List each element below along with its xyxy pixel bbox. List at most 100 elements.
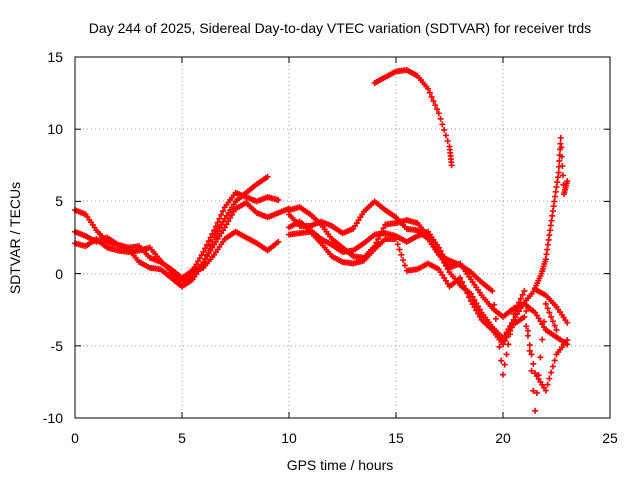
data-point-series-8 (526, 347, 533, 354)
data-point-series-8 (507, 331, 514, 338)
data-point-series-2 (212, 223, 219, 230)
data-point-series-2 (216, 215, 223, 222)
data-point-series-2 (209, 230, 216, 237)
data-point-series-7 (467, 298, 474, 305)
x-tick-label-25: 25 (602, 430, 618, 446)
data-point-series-9 (442, 132, 449, 139)
data-point-series-7 (460, 282, 467, 289)
data-point-series-7 (501, 337, 508, 344)
data-point-series-8 (492, 315, 499, 322)
x-tick-label-10: 10 (281, 430, 297, 446)
y-tick-label-minus5: -5 (51, 338, 64, 354)
data-point-series-10 (557, 134, 564, 141)
data-point-series-7 (473, 307, 480, 314)
data-point-series-8 (524, 327, 531, 334)
data-point-series-7 (476, 313, 483, 320)
data-point-series-10 (559, 172, 566, 179)
data-point-series-8 (541, 318, 548, 325)
data-point-series-7 (548, 369, 555, 376)
data-point-series-9 (441, 126, 448, 133)
data-point-series-9 (444, 137, 451, 144)
data-point-series-8 (523, 307, 530, 314)
data-point-series-7 (457, 274, 464, 281)
data-point-series-2 (220, 208, 227, 215)
data-point-series-8 (535, 372, 542, 379)
data-point-series-8 (519, 291, 526, 298)
data-point-series-2 (203, 241, 210, 248)
data-point-series-7 (394, 241, 401, 248)
data-point-series-10 (555, 169, 562, 176)
data-point-series-8 (548, 313, 555, 320)
data-point-series-8 (553, 326, 560, 333)
data-point-series-7 (398, 251, 405, 258)
data-point-series-7 (564, 337, 571, 344)
data-point-series-2 (211, 227, 218, 234)
data-point-series-6 (475, 303, 482, 310)
data-point-series-2 (214, 219, 221, 226)
x-tick-label-0: 0 (71, 430, 79, 446)
y-tick-label-5: 5 (55, 193, 63, 209)
data-point-series-6 (473, 300, 480, 307)
data-point-series-1 (264, 173, 271, 180)
data-point-series-7 (546, 375, 553, 382)
data-point-series-7 (475, 310, 482, 317)
data-point-series-9 (425, 85, 432, 92)
data-point-series-4 (275, 238, 282, 245)
data-point-series-3 (221, 224, 228, 231)
data-point-series-8 (546, 309, 553, 316)
data-point-series-6 (476, 306, 483, 313)
data-point-series-1 (220, 218, 227, 225)
y-tick-label-15: 15 (47, 49, 63, 65)
data-point-series-8 (500, 371, 506, 378)
data-point-series-8 (516, 299, 523, 306)
data-point-series-2 (218, 211, 225, 218)
data-point-series-1 (218, 221, 225, 228)
data-point-series-6 (380, 225, 387, 232)
data-point-series-6 (441, 259, 448, 266)
data-point-series-9 (437, 115, 444, 122)
data-point-series-7 (530, 360, 537, 367)
data-point-series-10 (556, 157, 563, 164)
data-point-series-9 (435, 110, 442, 117)
data-point-series-8 (514, 303, 521, 310)
data-point-series-2 (275, 196, 282, 203)
y-tick-label-minus10: -10 (43, 410, 63, 426)
tick-marks (74, 56, 611, 419)
data-point-series-8 (508, 321, 515, 328)
data-point-series-7 (528, 351, 535, 358)
data-point-series-6 (471, 297, 478, 304)
y-tick-label-0: 0 (55, 266, 63, 282)
data-point-series-8 (501, 361, 508, 368)
data-point-series-8 (503, 351, 510, 358)
y-axis-title: SDTVAR / TECUs (7, 182, 23, 294)
x-axis-title: GPS time / hours (287, 457, 394, 473)
data-point-series-8 (517, 295, 524, 302)
data-point-series-6 (442, 262, 449, 269)
data-point-series-7 (551, 357, 558, 364)
data-point-series-7 (549, 363, 556, 370)
data-point-series-7 (462, 286, 469, 293)
data-point-series-7 (544, 381, 551, 388)
data-point-series-8 (551, 322, 558, 329)
data-point-series-8 (521, 287, 528, 294)
data-point-series-10 (564, 178, 571, 185)
x-tick-label-20: 20 (495, 430, 511, 446)
data-point-series-3 (223, 221, 230, 228)
data-point-series-8 (498, 357, 505, 364)
data-point-series-9 (428, 93, 435, 100)
grid (75, 57, 610, 418)
plot-frame (74, 56, 611, 419)
data-point-series-2 (207, 234, 214, 241)
data-point-series-6 (378, 228, 385, 235)
data-point-series-8 (530, 387, 537, 394)
x-tick-label-5: 5 (178, 430, 186, 446)
data-point-series-8 (489, 287, 496, 294)
data-point-series-8 (537, 354, 544, 361)
data-point-series-8 (510, 311, 517, 318)
data-point-series-8 (542, 300, 549, 307)
data-point-series-7 (466, 294, 473, 301)
data-point-series-8 (491, 301, 498, 308)
data-point-series-10 (559, 163, 566, 170)
data-point-series-7 (401, 262, 408, 269)
